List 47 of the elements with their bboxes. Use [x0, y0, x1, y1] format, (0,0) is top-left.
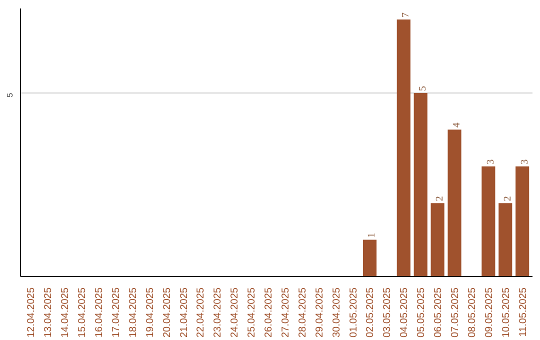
x-tick-label: 21.04.2025 [178, 287, 190, 338]
bar [498, 203, 512, 276]
bar [414, 92, 428, 276]
x-tick-label: 08.05.2025 [466, 287, 478, 338]
x-tick-label: 25.04.2025 [246, 287, 258, 338]
x-tick-label: 10.05.2025 [500, 287, 512, 338]
x-tick-label: 17.04.2025 [110, 287, 122, 338]
x-tick-label: 19.04.2025 [144, 287, 156, 338]
x-tick-label: 03.05.2025 [382, 287, 394, 338]
data-label: 7 [400, 12, 412, 18]
x-tick-label: 11.05.2025 [518, 287, 529, 337]
x-tick-label: 24.04.2025 [230, 287, 241, 338]
x-tick-label: 06.05.2025 [433, 287, 444, 338]
data-label: 4 [452, 122, 463, 128]
data-label: 2 [434, 196, 446, 202]
x-tick-label: 07.05.2025 [450, 287, 462, 338]
bar [430, 203, 444, 276]
x-tick-label: 16.04.2025 [94, 287, 105, 338]
x-tick-label: 22.04.2025 [196, 287, 207, 338]
x-tick-label: 30.04.2025 [331, 287, 342, 338]
x-tick-label: 29.04.2025 [314, 287, 326, 338]
bar [516, 166, 530, 276]
x-tick-label: 18.04.2025 [128, 287, 139, 338]
x-tick-label: 23.04.2025 [212, 287, 224, 338]
ref-line-label: 5 [6, 92, 14, 98]
x-tick-label: 28.04.2025 [297, 287, 308, 338]
x-tick-label: 02.05.2025 [365, 287, 376, 338]
data-label: 3 [485, 159, 496, 164]
x-tick-label: 12.04.2025 [26, 287, 38, 338]
x-tick-label: 15.04.2025 [77, 287, 88, 338]
bar [396, 20, 410, 276]
bar [482, 166, 496, 276]
data-label: 1 [366, 232, 378, 238]
x-tick-label: 05.05.2025 [416, 287, 428, 338]
x-tick-label: 14.04.2025 [60, 287, 72, 338]
x-tick-label: 20.04.2025 [162, 287, 173, 338]
data-label: 3 [519, 159, 530, 164]
bar [362, 240, 377, 276]
x-tick-label: 27.04.2025 [280, 287, 292, 338]
x-tick-label: 26.04.2025 [264, 287, 275, 338]
data-label: 2 [502, 196, 514, 202]
bar [448, 130, 462, 276]
data-label: 5 [418, 86, 429, 91]
x-tick-label: 01.05.2025 [348, 287, 360, 338]
x-tick-label: 13.04.2025 [43, 287, 54, 338]
x-tick-label: 09.05.2025 [484, 287, 495, 338]
x-tick-label: 04.05.2025 [399, 287, 410, 338]
